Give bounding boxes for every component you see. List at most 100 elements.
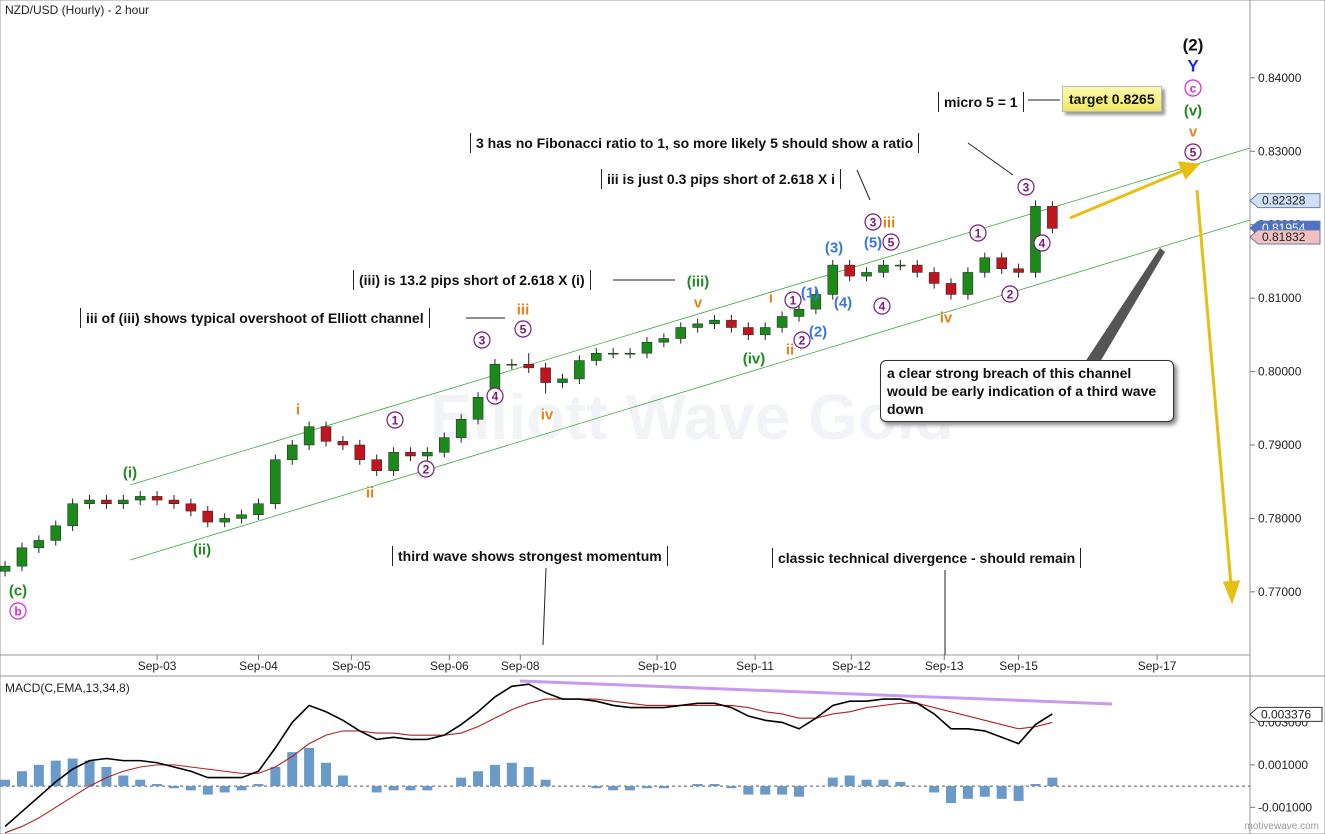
candle <box>827 259 839 300</box>
candle <box>151 491 163 506</box>
candle-body <box>506 363 518 366</box>
wave-label: (i) <box>123 465 137 482</box>
wave-label: (v) <box>1184 103 1202 120</box>
candle <box>776 311 788 333</box>
candle-body <box>134 496 146 501</box>
histogram-bar <box>760 786 771 795</box>
histogram-bar <box>523 766 534 787</box>
histogram-bar <box>793 786 804 797</box>
candle-body <box>878 264 889 273</box>
candle-body <box>202 510 214 523</box>
candle-body <box>928 272 940 284</box>
histogram-bar <box>777 786 788 795</box>
wave-label: (3) <box>825 240 843 257</box>
candle <box>607 348 619 359</box>
candle <box>861 267 872 282</box>
candle <box>219 513 230 528</box>
wave-label: ii <box>786 342 794 359</box>
annotation: a clear strong breach of this channel wo… <box>880 360 1174 422</box>
histogram-bar <box>202 786 213 795</box>
histogram-bar <box>962 786 973 799</box>
annotation: iii of (iii) shows typical overshoot of … <box>80 308 430 328</box>
candle <box>33 535 45 553</box>
wave-label: 2 <box>799 334 806 348</box>
x-tick-label: Sep-17 <box>1138 659 1177 673</box>
candle <box>928 267 940 289</box>
histogram-bar <box>388 786 399 791</box>
candle <box>84 494 95 509</box>
wave-label: iii <box>883 215 896 232</box>
wave-label-circle <box>514 320 532 338</box>
candle <box>320 421 332 447</box>
candle-body <box>895 264 906 267</box>
histogram-bar <box>0 779 11 787</box>
arrow-up <box>1069 168 1186 220</box>
wave-label: 1 <box>975 227 982 241</box>
wave-label: (2) <box>1183 36 1204 55</box>
candle <box>439 432 450 458</box>
x-tick-label: Sep-15 <box>999 659 1038 673</box>
wave-label: ii <box>366 485 374 502</box>
candle <box>591 348 602 366</box>
price-tag <box>1249 229 1321 245</box>
candle <box>709 315 720 329</box>
wave-label: 5 <box>520 323 527 337</box>
candle-body <box>472 397 484 420</box>
candle-body <box>33 540 45 549</box>
x-tick-label: Sep-03 <box>138 659 177 673</box>
candle <box>979 252 991 278</box>
channel-lower <box>129 219 1251 561</box>
candle-body <box>50 525 61 541</box>
candle-body <box>945 283 957 295</box>
candle-body <box>591 352 602 361</box>
x-tick-label: Sep-06 <box>430 659 469 673</box>
arrowhead <box>1222 580 1241 605</box>
watermark: Elliott Wave Gold <box>430 381 954 453</box>
y-tick-label: 0.80000 <box>1258 365 1302 379</box>
wave-label: 3 <box>1023 181 1030 195</box>
histogram-bar <box>168 786 179 789</box>
histogram-bar <box>67 758 78 787</box>
wave-label: 1 <box>392 414 399 428</box>
wave-label: iv <box>541 407 554 424</box>
candle <box>303 421 315 451</box>
candle <box>270 454 281 509</box>
wave-label-circle <box>1001 285 1019 303</box>
candle-body <box>270 459 281 504</box>
candle <box>354 439 366 465</box>
candle-body <box>388 452 399 471</box>
histogram-bar <box>1030 783 1041 787</box>
y-tick-label: 0.001000 <box>1258 758 1308 772</box>
candle-body <box>692 323 703 328</box>
candle <box>50 520 61 546</box>
histogram-bar <box>33 764 44 787</box>
annotation: classic technical divergence - should re… <box>772 548 1082 568</box>
histogram-bar <box>625 786 636 791</box>
wave-label-circle <box>873 297 891 315</box>
histogram-bar <box>152 783 163 787</box>
candle-body <box>84 499 95 504</box>
annotation: third wave shows strongest momentum <box>392 546 668 566</box>
histogram-bar <box>979 786 990 797</box>
wave-label: (1) <box>801 285 819 302</box>
candle-body <box>1047 206 1058 229</box>
histogram-bar <box>506 762 517 787</box>
candle <box>16 542 28 572</box>
candle-body <box>996 257 1007 270</box>
wave-label: 5 <box>1190 146 1197 160</box>
y-tick-label: 0.78000 <box>1258 511 1302 525</box>
histogram-bar <box>101 766 112 787</box>
candle <box>743 322 754 340</box>
histogram-bar <box>658 786 669 789</box>
candle-body <box>844 264 855 277</box>
candle-body <box>540 367 551 383</box>
histogram-bar <box>861 779 872 787</box>
histogram-bar <box>709 783 720 787</box>
x-tick-label: Sep-08 <box>501 659 540 673</box>
histogram-bar <box>50 760 61 787</box>
candle-body <box>118 499 129 504</box>
candle <box>878 259 889 278</box>
candle <box>523 353 534 374</box>
candle-body <box>793 308 805 317</box>
